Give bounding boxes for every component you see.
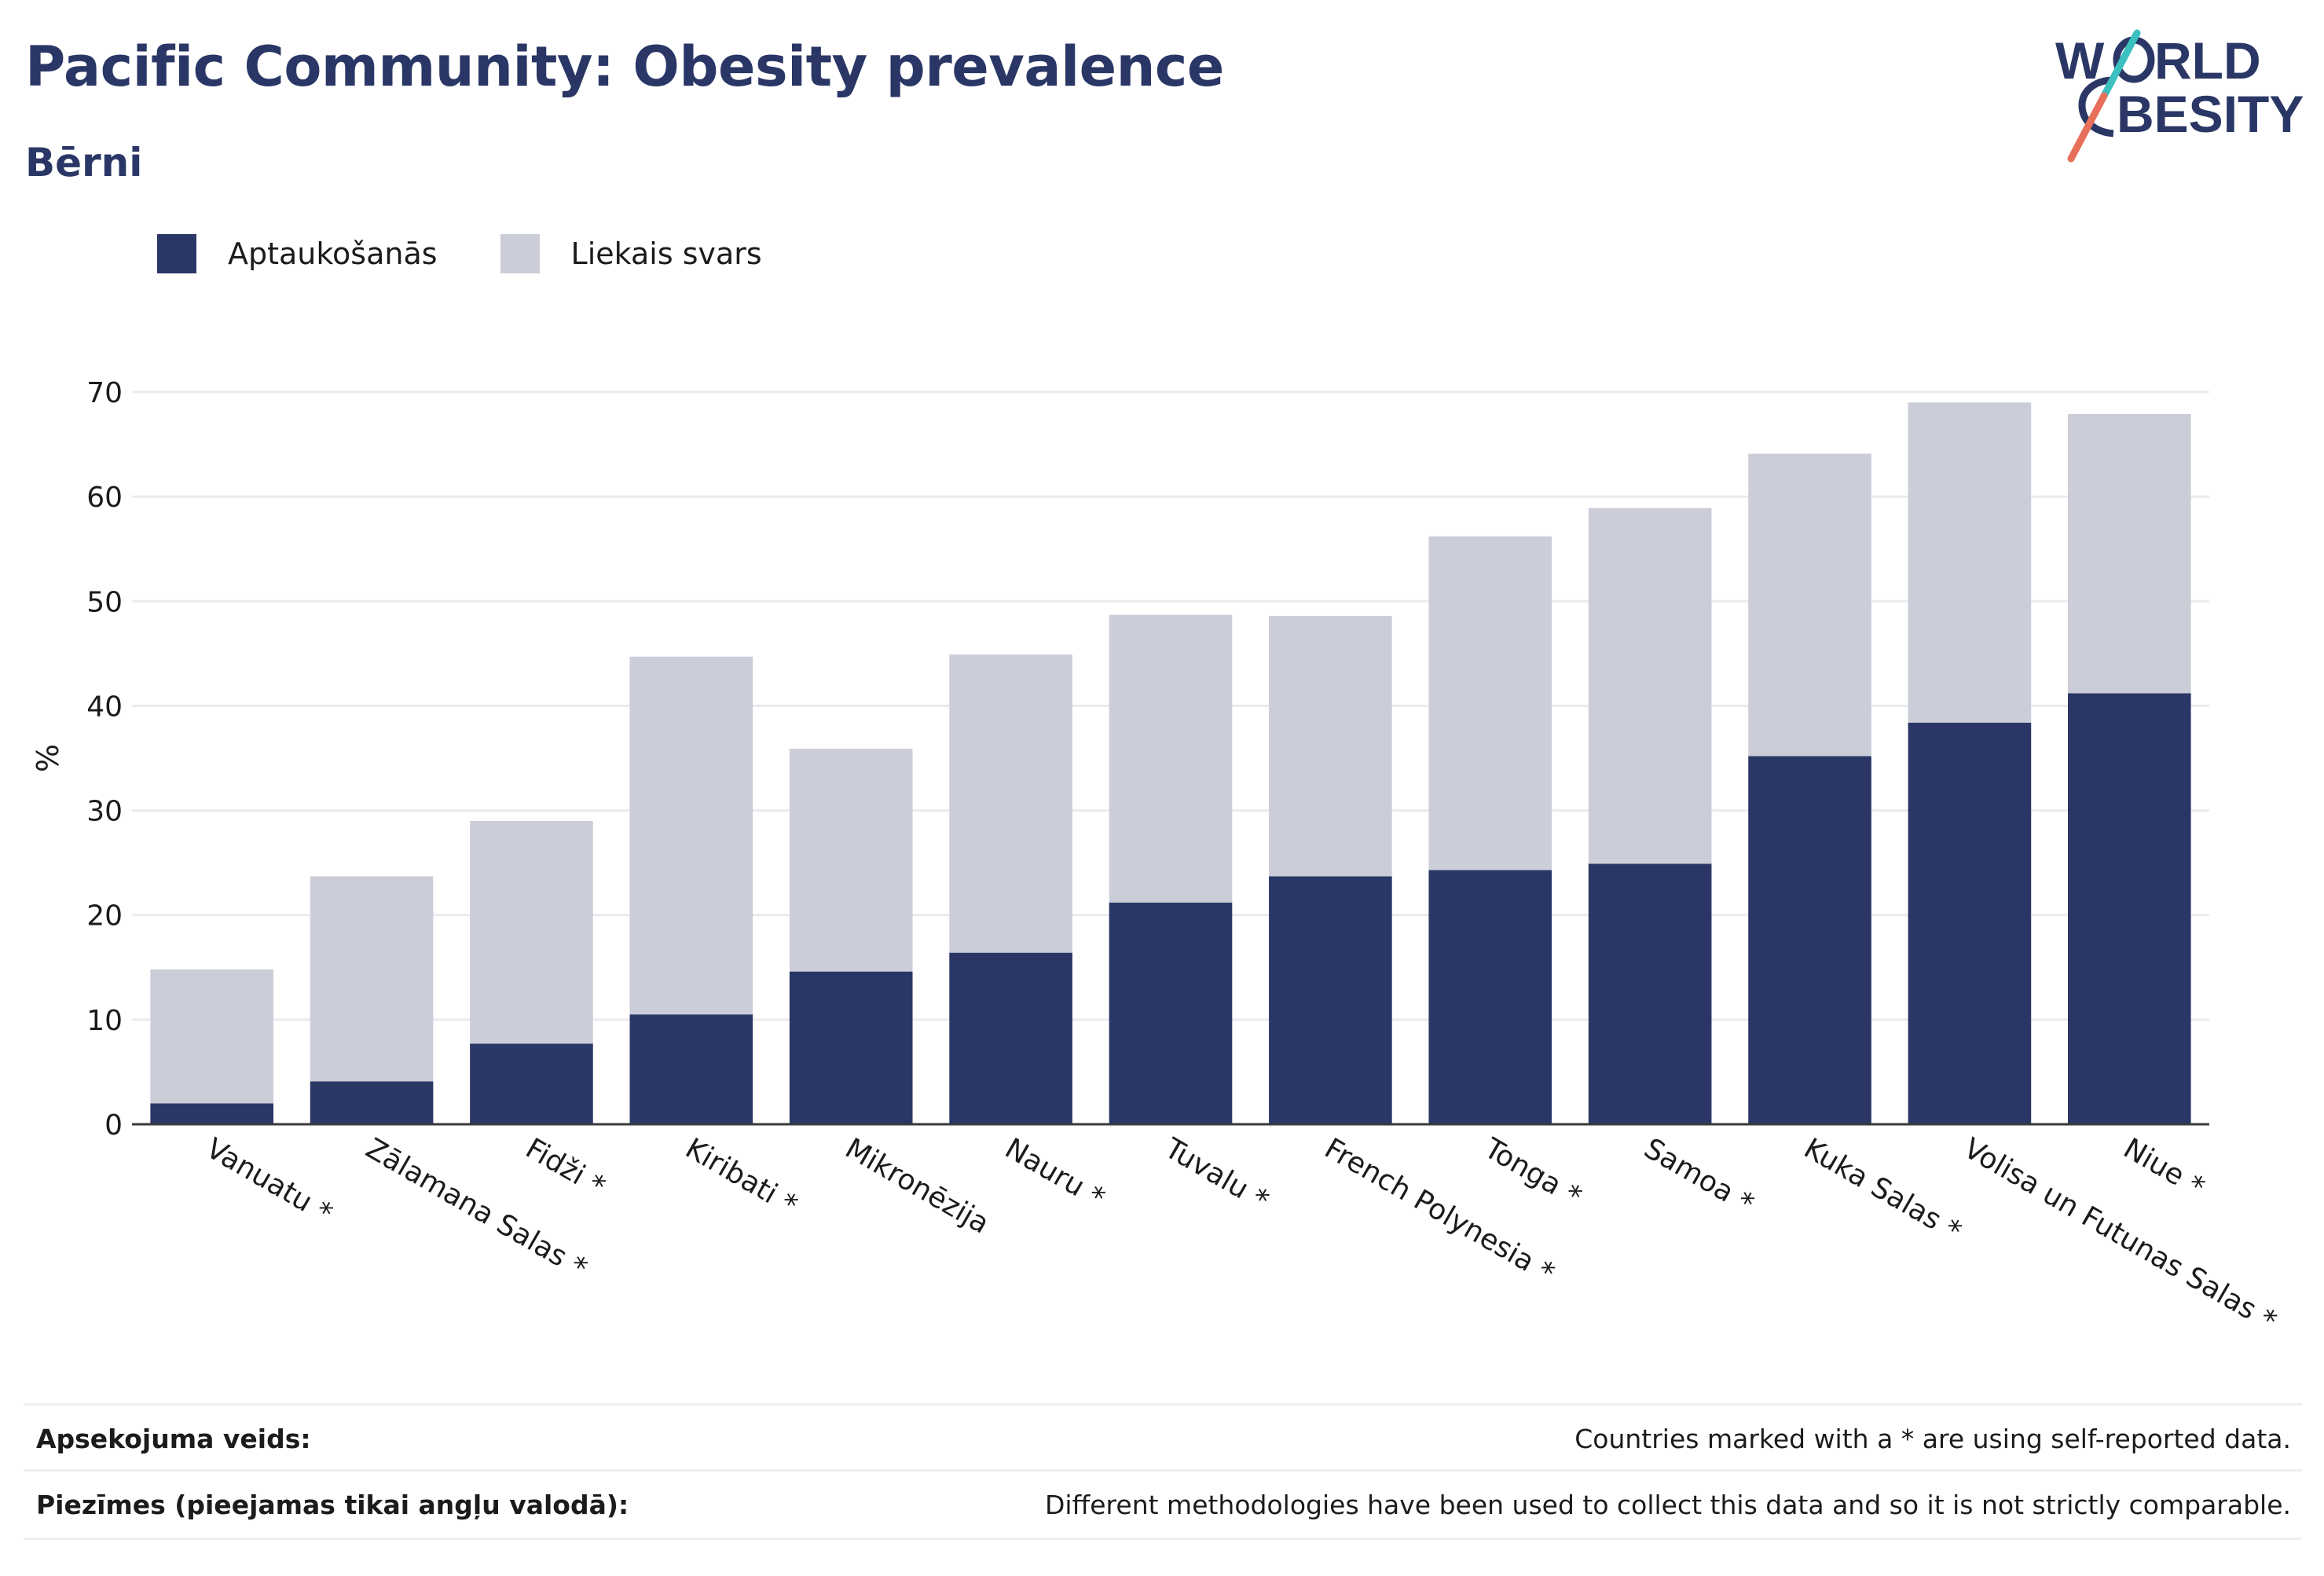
footer-survey-type: Apsekojuma veids: Countries marked with … — [24, 1403, 2302, 1472]
bar-obesity — [1269, 876, 1392, 1124]
x-tick-label: Tuvalu * — [1159, 1132, 1274, 1217]
svg-text:BESITY: BESITY — [2117, 85, 2304, 143]
y-tick-label: 50 — [86, 586, 123, 618]
bar-obesity — [1109, 902, 1233, 1124]
bar-obesity — [789, 971, 913, 1124]
chart-subtitle: Bērni — [25, 140, 143, 185]
bar-overweight — [470, 820, 593, 1044]
legend-swatch-overweight — [500, 234, 540, 273]
bar-obesity — [470, 1043, 593, 1124]
bar-obesity — [629, 1014, 753, 1124]
world-obesity-logo: W RLD BESITY — [2055, 29, 2304, 163]
y-axis-label: % — [31, 744, 65, 772]
bar-overweight — [1428, 536, 1552, 870]
bar-overweight — [2068, 413, 2191, 694]
footer-notes-label: Piezīmes (pieejamas tikai angļu valodā): — [36, 1489, 629, 1520]
bar-overweight — [1109, 614, 1233, 903]
bar-obesity — [1588, 863, 1712, 1124]
bar-overweight — [949, 654, 1072, 953]
y-tick-label: 40 — [86, 691, 123, 723]
y-tick-label: 10 — [86, 1005, 123, 1037]
x-tick-label: Niue * — [2118, 1132, 2210, 1204]
x-tick-label: Volisa un Futunas Salas * — [1958, 1132, 2282, 1337]
legend-label-obesity: Aptaukošanās — [228, 236, 438, 271]
footer-notes-value: Different methodologies have been used t… — [1044, 1489, 2291, 1520]
legend-swatch-obesity — [157, 234, 196, 273]
bar-obesity — [1748, 756, 1871, 1124]
y-tick-label: 30 — [86, 796, 123, 828]
footer-survey-value: Countries marked with a * are using self… — [1574, 1423, 2291, 1454]
bar-obesity — [310, 1081, 434, 1124]
x-tick-label: Vanuatu * — [200, 1132, 338, 1230]
bar-obesity — [2068, 693, 2191, 1124]
chart-legend: Aptaukošanās Liekais svars — [157, 234, 825, 273]
chart-title: Pacific Community: Obesity prevalence — [25, 35, 1224, 99]
bar-overweight — [1269, 615, 1392, 877]
y-tick-label: 60 — [86, 482, 123, 514]
x-tick-label: Kiribati * — [680, 1132, 802, 1222]
bar-obesity — [150, 1103, 273, 1124]
svg-text:RLD: RLD — [2154, 31, 2261, 90]
bar-overweight — [629, 656, 753, 1015]
footer-survey-label: Apsekojuma veids: — [36, 1423, 311, 1454]
x-tick-label: Fidži * — [520, 1132, 610, 1203]
bar-obesity — [1908, 722, 2032, 1124]
x-tick-label: Mikronēzija — [840, 1132, 995, 1240]
legend-label-overweight: Liekais svars — [570, 236, 762, 271]
footer-notes: Piezīmes (pieejamas tikai angļu valodā):… — [24, 1469, 2302, 1540]
bar-obesity — [1428, 870, 1552, 1124]
bar-overweight — [150, 969, 273, 1104]
y-tick-label: 0 — [104, 1109, 123, 1142]
bar-obesity — [949, 952, 1072, 1124]
bar-overweight — [1588, 508, 1712, 864]
legend-item-obesity[interactable]: Aptaukošanās — [157, 234, 438, 273]
y-tick-label: 20 — [86, 900, 123, 933]
y-tick-label: 70 — [86, 377, 123, 409]
x-tick-label: Tonga * — [1478, 1132, 1586, 1214]
bar-overweight — [789, 749, 913, 972]
x-tick-label: Samoa * — [1639, 1132, 1759, 1220]
bar-overweight — [1748, 453, 1871, 757]
bar-overweight — [1908, 402, 2032, 723]
x-tick-label: Kuka Salas * — [1798, 1132, 1967, 1248]
legend-item-overweight[interactable]: Liekais svars — [500, 234, 762, 273]
bar-overweight — [310, 876, 434, 1082]
x-tick-label: Nauru * — [999, 1132, 1110, 1215]
